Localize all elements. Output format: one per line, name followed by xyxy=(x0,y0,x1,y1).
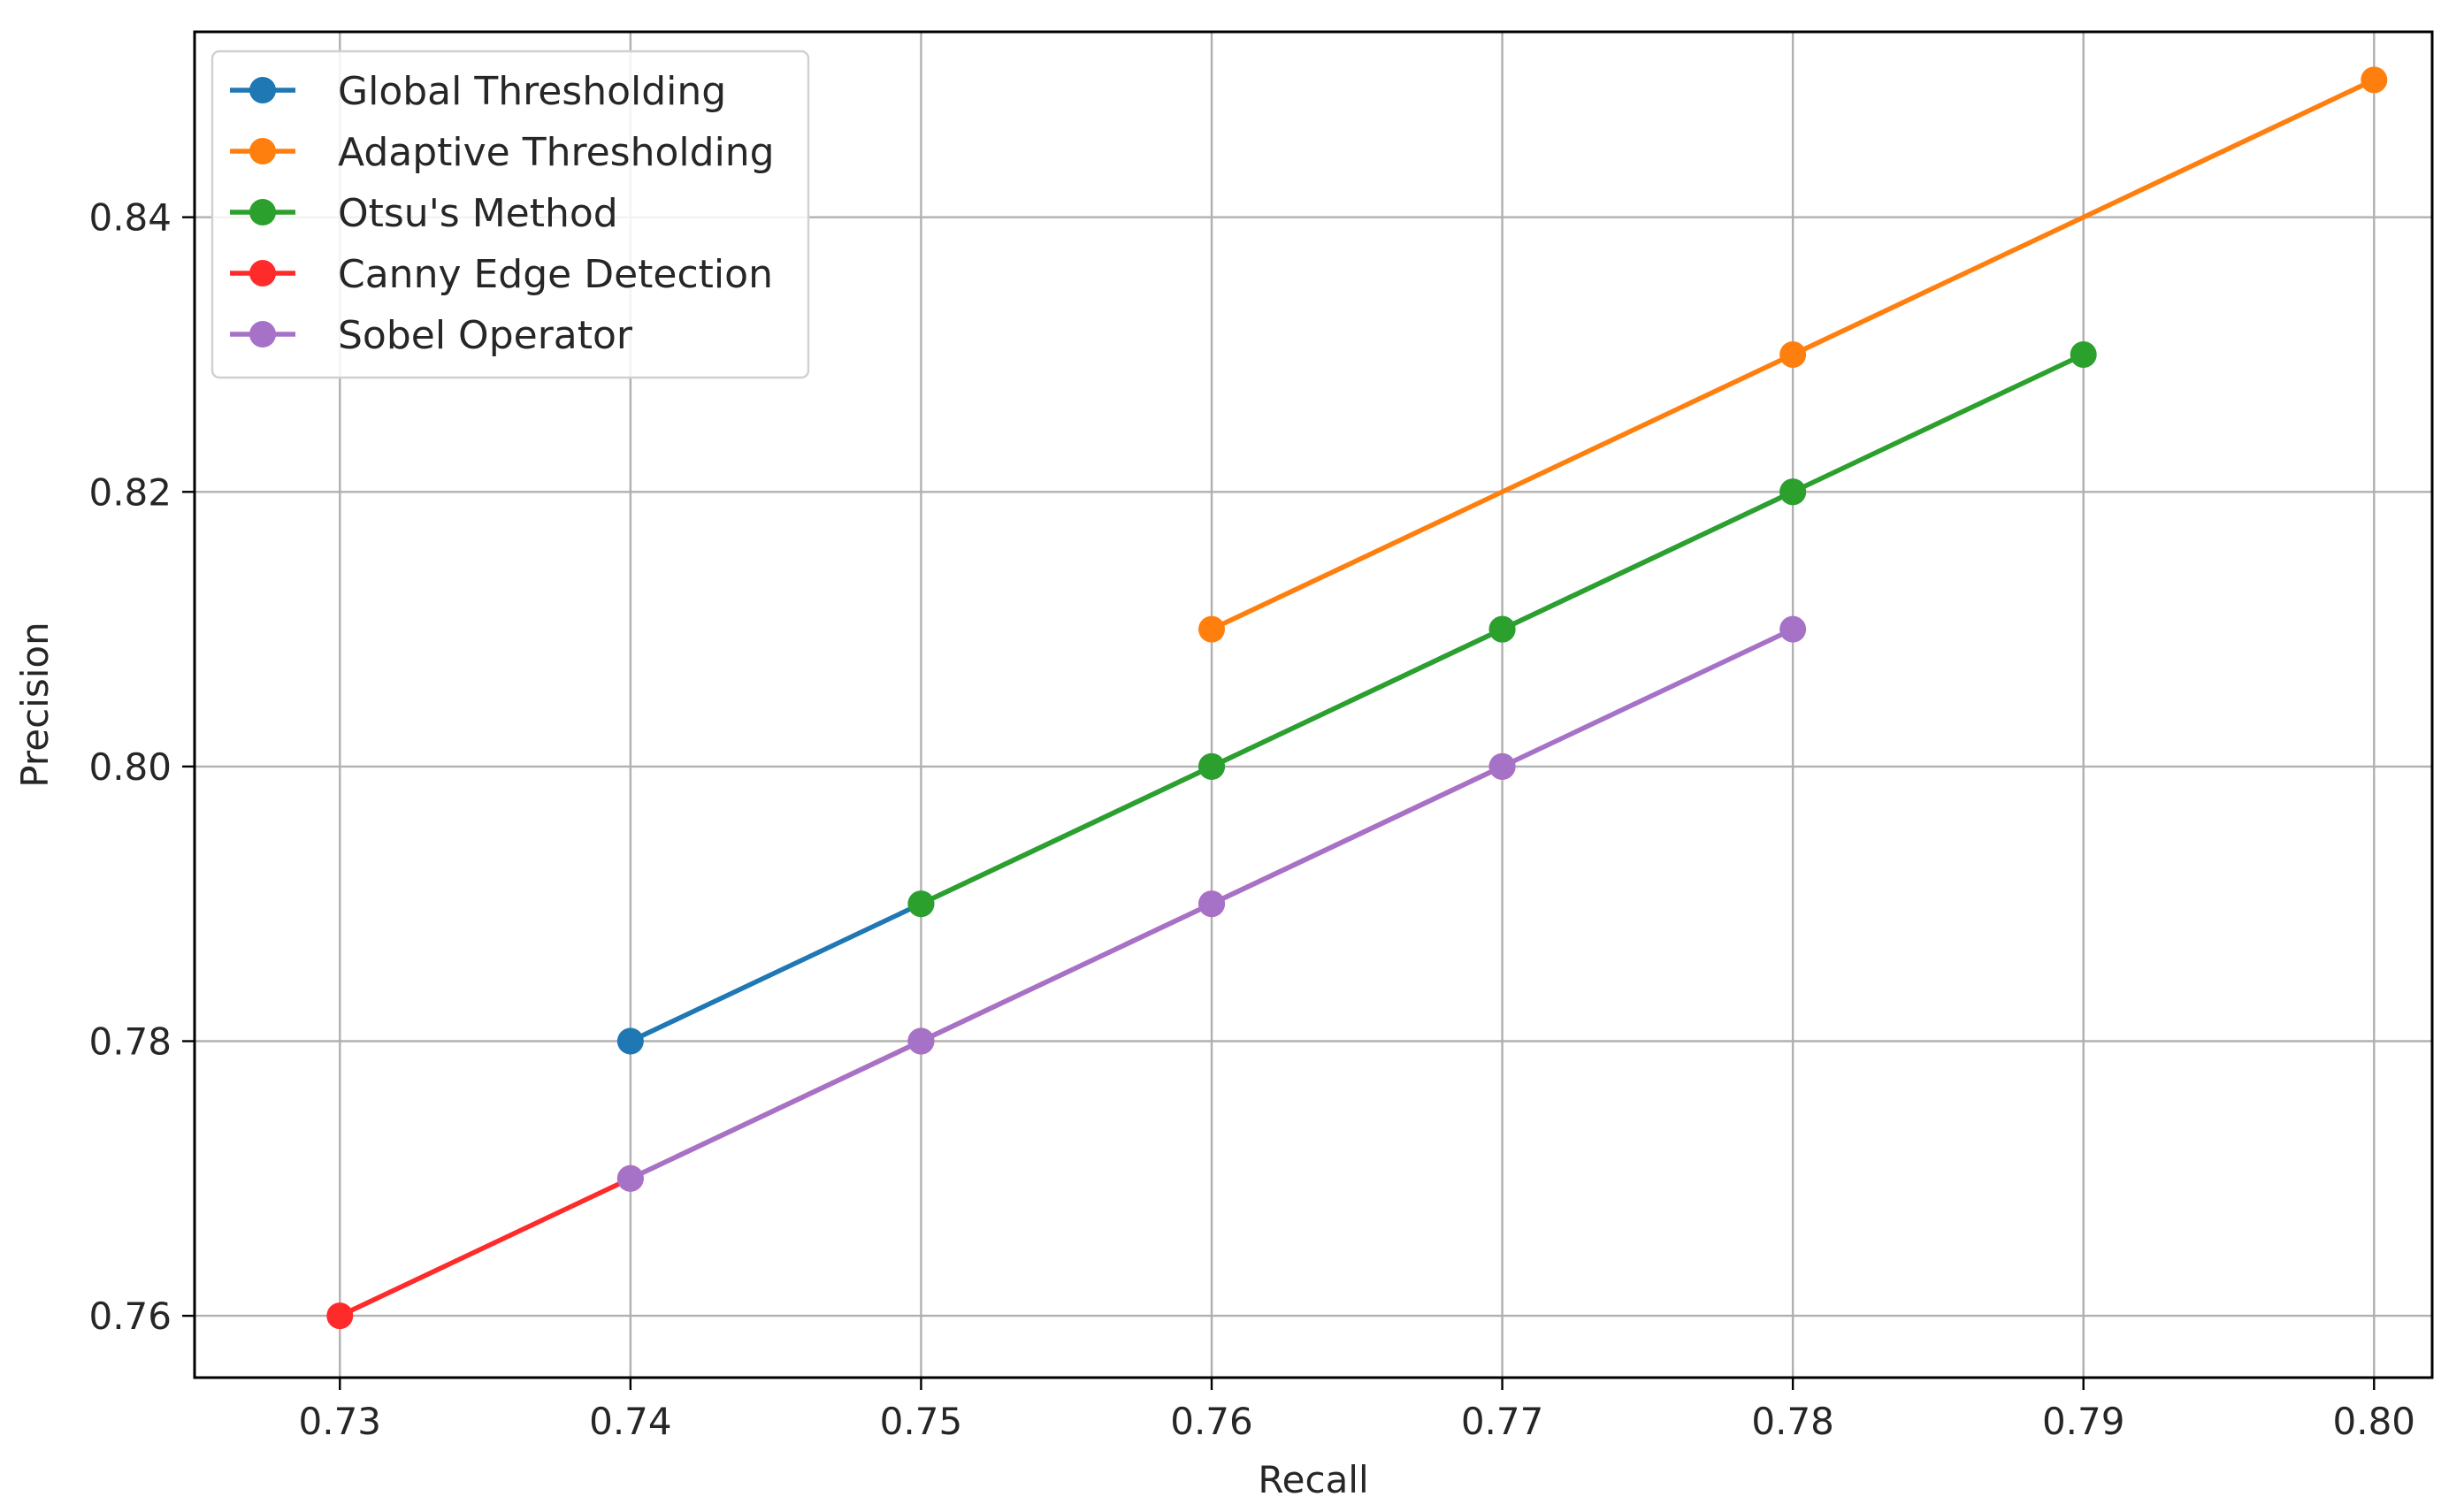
y-tick-label: 0.84 xyxy=(88,196,172,240)
data-point xyxy=(1198,615,1225,643)
legend: Global Thresholding Adaptive Thresholding… xyxy=(210,50,810,379)
legend-label: Otsu's Method xyxy=(338,191,618,236)
legend-label: Global Thresholding xyxy=(338,69,726,114)
legend-item: Global Thresholding xyxy=(230,69,726,114)
data-point xyxy=(1198,752,1225,780)
data-point xyxy=(2070,340,2097,368)
data-point xyxy=(1779,340,1807,368)
y-tick-label: 0.80 xyxy=(88,745,172,789)
legend-label: Sobel Operator xyxy=(338,313,633,358)
y-tick-label: 0.78 xyxy=(88,1020,172,1064)
data-point xyxy=(1488,752,1516,780)
series-2 xyxy=(907,340,2097,918)
data-point xyxy=(1779,478,1807,506)
y-tick-label: 0.76 xyxy=(88,1294,172,1338)
series-4 xyxy=(616,615,1807,1192)
legend-item: Canny Edge Detection xyxy=(230,252,773,297)
x-tick-label: 0.80 xyxy=(2333,1400,2416,1443)
data-point xyxy=(907,1027,935,1055)
legend-marker xyxy=(249,260,276,286)
x-tick-label: 0.75 xyxy=(880,1400,963,1443)
data-point xyxy=(907,890,935,918)
legend-marker xyxy=(249,199,276,225)
y-axis-label: Precision xyxy=(13,622,57,787)
legend-marker xyxy=(249,77,276,103)
series-lines xyxy=(326,66,2388,1330)
axis-ticks: 0.73 0.74 0.75 0.76 0.77 0.78 0.79 0.80 0.76 0.78… xyxy=(88,196,2415,1443)
x-axis-label: Recall xyxy=(1258,1458,1368,1501)
x-tick-label: 0.79 xyxy=(2042,1400,2125,1443)
legend-label: Canny Edge Detection xyxy=(338,252,773,297)
legend-marker xyxy=(249,138,276,164)
data-point xyxy=(326,1302,354,1330)
data-point xyxy=(1198,890,1225,918)
legend-item: Sobel Operator xyxy=(230,313,633,358)
legend-marker xyxy=(249,321,276,347)
data-point xyxy=(616,1165,644,1192)
x-tick-label: 0.73 xyxy=(299,1400,382,1443)
y-tick-label: 0.82 xyxy=(88,470,172,514)
x-tick-label: 0.76 xyxy=(1170,1400,1253,1443)
legend-label: Adaptive Thresholding xyxy=(338,130,775,175)
grid xyxy=(195,32,2432,1378)
data-point xyxy=(1779,615,1807,643)
x-tick-label: 0.77 xyxy=(1461,1400,1544,1443)
x-tick-label: 0.78 xyxy=(1751,1400,1834,1443)
data-point xyxy=(2361,66,2388,94)
x-tick-label: 0.74 xyxy=(589,1400,672,1443)
legend-item: Adaptive Thresholding xyxy=(230,130,775,175)
data-point xyxy=(616,1027,644,1055)
series-1 xyxy=(1198,66,2388,643)
legend-box xyxy=(210,50,810,379)
plot-frame xyxy=(193,30,2434,1379)
legend-item: Otsu's Method xyxy=(230,191,618,236)
data-point xyxy=(1488,615,1516,643)
